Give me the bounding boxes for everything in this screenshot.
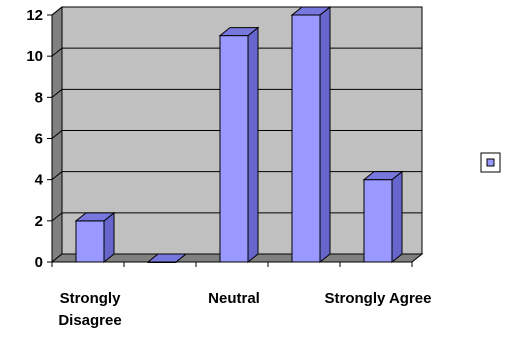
- bar-front: [219, 35, 249, 263]
- y-tick-label: 4: [35, 172, 44, 189]
- legend-swatch: [486, 158, 495, 167]
- bar-front: [363, 179, 393, 263]
- y-tick-label: 2: [35, 213, 43, 230]
- bar: [146, 253, 188, 263]
- y-tick-label: 6: [35, 131, 43, 148]
- bars: [74, 5, 404, 264]
- y-tick-label: 0: [35, 254, 43, 271]
- y-axis-ticks: 0 2 4 6 8 10 12: [26, 7, 413, 271]
- legend: [480, 152, 501, 173]
- bar: [362, 170, 404, 264]
- bar-top: [218, 27, 260, 37]
- y-tick-label: 10: [26, 48, 43, 65]
- bar-side: [391, 170, 403, 264]
- bar-side: [319, 5, 331, 264]
- x-category-label: Strongly Agree: [325, 290, 432, 307]
- x-category-label: Neutral: [208, 290, 260, 307]
- y-tick-label: 12: [26, 7, 43, 24]
- y-tick-label: 8: [35, 89, 43, 106]
- bar-front: [75, 220, 105, 263]
- bar-top: [146, 253, 188, 263]
- bar-top: [74, 212, 116, 222]
- bar: [74, 211, 116, 264]
- bar-front: [291, 14, 321, 263]
- bar-top: [290, 6, 332, 16]
- bar: [218, 26, 260, 264]
- bar: [290, 5, 332, 264]
- bar-side: [247, 26, 259, 264]
- bar-top: [362, 171, 404, 181]
- x-category-label: Strongly Disagree: [58, 290, 121, 329]
- x-axis-labels: Strongly Disagree Neutral Strongly Agree: [58, 290, 431, 329]
